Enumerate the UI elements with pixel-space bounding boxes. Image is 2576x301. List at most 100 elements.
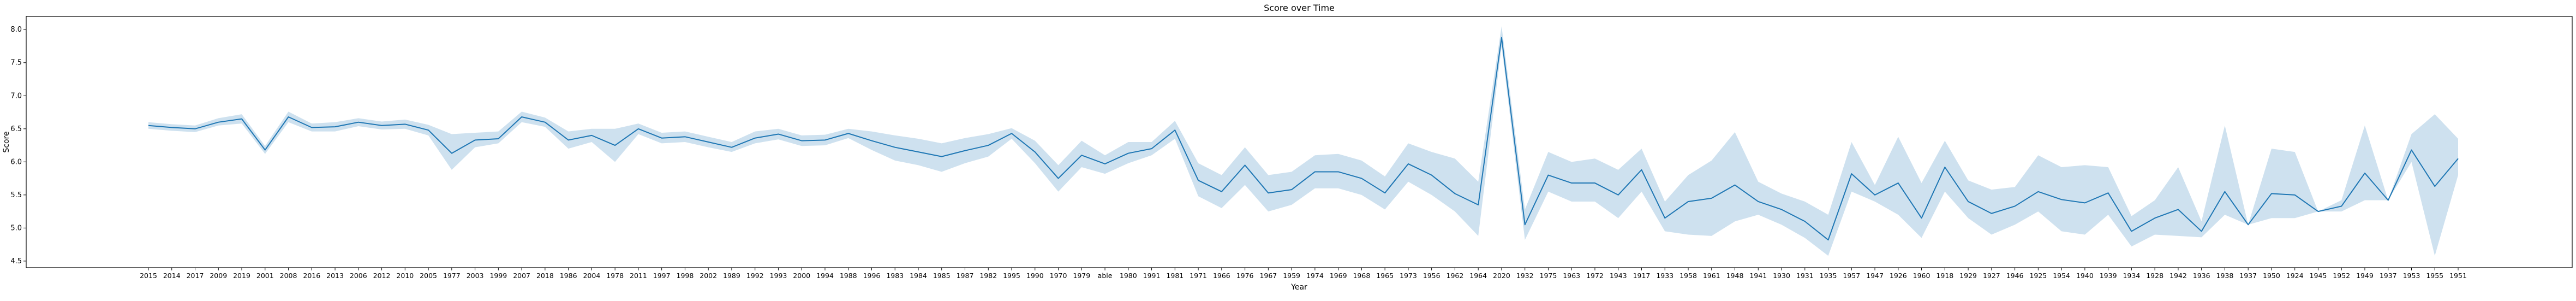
y-tick-label: 6.0 [10, 158, 22, 166]
x-tick-label: 2002 [700, 272, 717, 280]
y-tick-label: 7.5 [10, 59, 22, 67]
x-axis: 2015 2014 2017 2009 2019 2001 2008 2016 2013 2006… [140, 268, 2467, 280]
x-tick-label: 1978 [606, 272, 624, 280]
x-tick-label: 2013 [326, 272, 344, 280]
x-tick-label: 1981 [1166, 272, 1184, 280]
y-axis: 4.5 5.0 5.5 6.0 6.5 7.0 7.5 8.0 [10, 26, 26, 265]
x-tick-label: 1956 [1423, 272, 1441, 280]
x-tick-label: 1945 [2310, 272, 2327, 280]
x-tick-label: 2014 [163, 272, 181, 280]
x-tick-label: 1962 [1447, 272, 1464, 280]
x-tick-label: 2005 [420, 272, 437, 280]
x-tick-label: 2012 [373, 272, 391, 280]
x-tick-label: 1917 [1633, 272, 1651, 280]
x-tick-label: 1943 [1610, 272, 1627, 280]
x-tick-label: 1994 [816, 272, 834, 280]
x-tick-label: 2019 [233, 272, 250, 280]
plot-area-frame [26, 16, 2573, 268]
x-tick-label: 1954 [2053, 272, 2070, 280]
x-tick-label: 2017 [187, 272, 204, 280]
x-tick-label: 1961 [1703, 272, 1720, 280]
y-axis-label: Score [2, 131, 11, 152]
x-tick-label: 1967 [1259, 272, 1277, 280]
x-tick-label: 1933 [1656, 272, 1673, 280]
x-tick-label: 1926 [1890, 272, 1907, 280]
x-tick-label: 1929 [1959, 272, 1977, 280]
x-tick-label: 2015 [140, 272, 157, 280]
x-tick-label: 1997 [653, 272, 671, 280]
x-tick-label: 1952 [2333, 272, 2350, 280]
x-tick-label: 1983 [886, 272, 904, 280]
x-tick-label: 2008 [280, 272, 297, 280]
x-tick-label: 1992 [746, 272, 764, 280]
x-tick-label: 1972 [1586, 272, 1604, 280]
series-line-layer [148, 37, 2459, 241]
x-tick-label: 1941 [1749, 272, 1767, 280]
x-tick-label: 1993 [770, 272, 787, 280]
series-line [148, 37, 2459, 241]
x-tick-label: 1963 [1563, 272, 1580, 280]
x-tick-label: 1986 [560, 272, 577, 280]
x-tick-label: able [1098, 272, 1113, 280]
x-tick-label: 1977 [443, 272, 461, 280]
y-tick-label: 6.5 [10, 125, 22, 133]
x-tick-label: 2000 [793, 272, 810, 280]
x-tick-label: 1966 [1213, 272, 1230, 280]
x-tick-label: 1970 [1050, 272, 1067, 280]
x-tick-label: 1995 [1003, 272, 1020, 280]
x-tick-label: 1940 [2076, 272, 2094, 280]
x-tick-label: 1930 [1773, 272, 1790, 280]
x-tick-label: 1991 [1143, 272, 1161, 280]
x-tick-label: 1951 [2449, 272, 2467, 280]
x-tick-label: 1988 [840, 272, 857, 280]
x-tick-label: 1939 [2100, 272, 2117, 280]
x-tick-label: 1973 [1400, 272, 1417, 280]
confidence-band [148, 26, 2458, 256]
x-tick-label: 2007 [513, 272, 530, 280]
x-tick-label: 1984 [910, 272, 927, 280]
x-tick-label: 1931 [1796, 272, 1814, 280]
x-tick-label: 2006 [350, 272, 367, 280]
x-tick-label: 1918 [1936, 272, 1953, 280]
x-tick-label: 1925 [2029, 272, 2047, 280]
x-tick-label: 1932 [1516, 272, 1534, 280]
confidence-band-layer [148, 26, 2458, 256]
x-tick-label: 1946 [2006, 272, 2024, 280]
x-tick-label: 1971 [1190, 272, 1207, 280]
x-tick-label: 1998 [677, 272, 694, 280]
x-tick-label: 1960 [1913, 272, 1930, 280]
x-tick-label: 1936 [2193, 272, 2210, 280]
x-tick-label: 1937 [2380, 272, 2397, 280]
y-tick-label: 4.5 [10, 257, 22, 265]
x-tick-label: 1976 [1236, 272, 1254, 280]
x-tick-label: 1959 [1283, 272, 1300, 280]
x-tick-label: 1957 [1843, 272, 1860, 280]
x-tick-label: 1987 [957, 272, 974, 280]
x-tick-label: 1937 [2239, 272, 2257, 280]
x-axis-label: Year [1290, 283, 1307, 292]
x-tick-label: 1969 [1330, 272, 1347, 280]
x-tick-label: 1924 [2286, 272, 2304, 280]
x-tick-label: 1949 [2356, 272, 2374, 280]
x-tick-label: 1996 [863, 272, 881, 280]
x-tick-label: 1938 [2216, 272, 2234, 280]
x-tick-label: 2010 [396, 272, 414, 280]
x-tick-label: 1964 [1469, 272, 1487, 280]
x-tick-label: 1990 [1026, 272, 1044, 280]
chart-title: Score over Time [1264, 3, 1335, 13]
x-tick-label: 1947 [1866, 272, 1884, 280]
y-tick-label: 8.0 [10, 26, 22, 34]
x-tick-label: 1928 [2146, 272, 2163, 280]
x-tick-label: 2004 [583, 272, 600, 280]
x-tick-label: 1927 [1983, 272, 2000, 280]
x-tick-label: 1955 [2426, 272, 2443, 280]
y-tick-label: 7.0 [10, 92, 22, 100]
x-tick-label: 1935 [1820, 272, 1837, 280]
y-tick-label: 5.5 [10, 191, 22, 199]
x-tick-label: 2001 [256, 272, 274, 280]
x-tick-label: 1999 [489, 272, 507, 280]
x-tick-label: 2011 [630, 272, 647, 280]
